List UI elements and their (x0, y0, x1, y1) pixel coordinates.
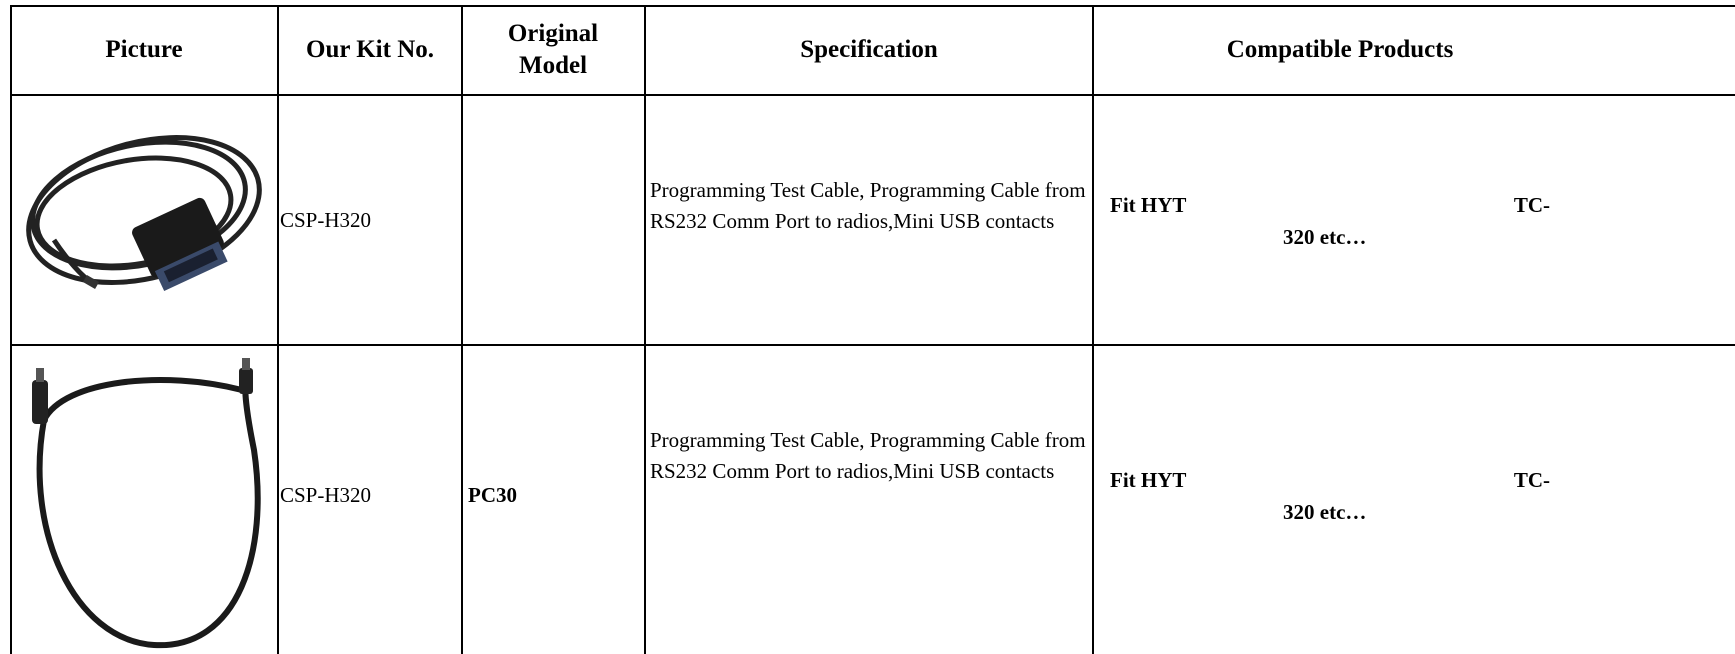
table-border (644, 5, 646, 654)
product-image (26, 135, 262, 292)
compatible-text: TC- (1513, 468, 1550, 492)
compatible-text: TC- (1513, 193, 1550, 217)
product-image (32, 358, 261, 649)
header-cell: Compatible Products (1226, 36, 1454, 63)
kit-number: CSP-H320 (280, 208, 372, 232)
specification: Programming Test Cable, Programming Cabl… (650, 178, 1086, 233)
table-border (10, 344, 1735, 346)
kit-number: CSP-H320 (280, 483, 372, 507)
specification: Programming Test Cable, Programming Cabl… (650, 428, 1086, 483)
original-model: PC30 (468, 483, 517, 507)
compatible-text: Fit HYT (1110, 468, 1187, 492)
table-border (10, 94, 1735, 96)
compatible-text: 320 etc… (1283, 500, 1367, 524)
table-border (10, 5, 1735, 7)
compatible-text: 320 etc… (1283, 225, 1367, 249)
table-border (1092, 5, 1094, 654)
header-cell: Specification (800, 36, 938, 63)
table-border (10, 5, 12, 654)
header-cell: Our Kit No. (305, 36, 435, 63)
header-cell: Picture (105, 36, 183, 63)
header-cell: Original Model (507, 20, 599, 79)
compatible-text: Fit HYT (1110, 193, 1187, 217)
table-border (461, 5, 463, 654)
table-border (277, 5, 279, 654)
